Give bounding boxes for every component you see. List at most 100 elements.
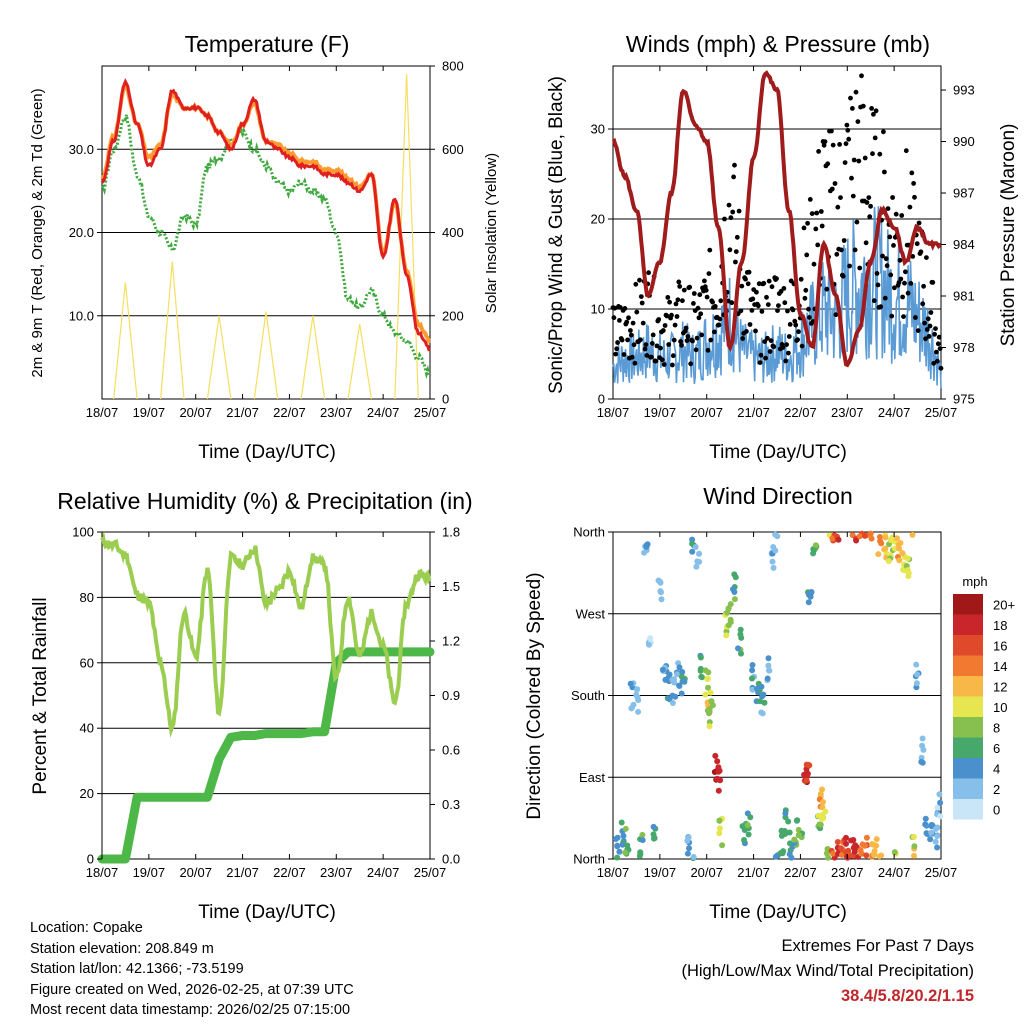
gust-point xyxy=(674,314,680,319)
direction-point xyxy=(810,550,817,557)
gust-point xyxy=(740,336,746,341)
gust-point xyxy=(833,312,839,318)
gust-point xyxy=(632,360,638,366)
location-text: Location: Copake xyxy=(30,920,143,936)
humidity-y2tick-label: 1.5 xyxy=(442,579,460,594)
gust-point xyxy=(634,309,640,315)
gust-point xyxy=(872,135,878,141)
gust-point xyxy=(631,342,637,348)
colorbar-swatch xyxy=(953,696,983,717)
temperature-ytick-label: 20.0 xyxy=(69,225,94,240)
gust-point xyxy=(908,281,914,286)
humidity-xtick-label: 18/07 xyxy=(86,865,119,880)
gust-point xyxy=(854,219,860,225)
solar-insolation-spike xyxy=(206,315,232,400)
direction-point xyxy=(681,678,688,685)
gust-point xyxy=(887,234,893,240)
gust-point xyxy=(928,310,934,315)
gust-point xyxy=(781,286,787,291)
direction-point xyxy=(820,799,826,805)
gust-point xyxy=(848,95,853,101)
gust-point xyxy=(851,157,857,163)
gust-point xyxy=(670,362,675,368)
direction-point xyxy=(614,843,621,850)
gust-point xyxy=(866,195,872,201)
pressure-line xyxy=(611,70,942,368)
direction-point xyxy=(697,667,704,674)
direction-point xyxy=(706,723,713,730)
winds-xtick-label: 20/07 xyxy=(690,405,723,420)
gust-point xyxy=(864,200,870,205)
gust-point xyxy=(649,341,655,346)
colorbar-swatch xyxy=(953,635,983,656)
gust-point xyxy=(898,276,904,282)
gust-point xyxy=(793,322,799,328)
gust-point xyxy=(757,360,763,365)
direction-point xyxy=(876,853,883,860)
gust-point xyxy=(743,276,748,282)
gust-point xyxy=(675,297,681,303)
direction-point xyxy=(934,844,941,851)
direction-point xyxy=(900,566,907,573)
gust-point xyxy=(662,323,668,328)
gust-point xyxy=(860,103,866,109)
temp-9m-line xyxy=(100,81,431,344)
gust-point xyxy=(891,243,896,248)
gust-point xyxy=(759,309,765,314)
direction-point xyxy=(634,686,641,693)
colorbar-label: 14 xyxy=(993,659,1007,674)
rh-line xyxy=(100,531,432,738)
winds-xlabel: Time (Day/UTC) xyxy=(709,442,847,463)
gust-point xyxy=(877,151,883,157)
gust-point xyxy=(776,303,781,308)
colorbar-label: 6 xyxy=(993,741,1000,756)
gust-point xyxy=(694,335,700,341)
direction-point xyxy=(747,814,754,821)
temperature-y2tick-label: 200 xyxy=(442,308,464,323)
gust-point xyxy=(622,306,628,311)
gust-point xyxy=(930,280,936,285)
extremes-values: 38.4/5.8/20.2/1.15 xyxy=(840,987,974,1005)
winds-xtick-label: 18/07 xyxy=(597,405,630,420)
gust-point xyxy=(732,162,737,168)
gust-point xyxy=(893,211,899,217)
direction-point xyxy=(857,847,864,853)
gust-point xyxy=(914,241,920,247)
direction-point xyxy=(745,831,752,838)
gust-point xyxy=(804,252,810,258)
gust-point xyxy=(639,300,645,306)
temperature-xtick-label: 25/07 xyxy=(414,405,447,420)
gust-point xyxy=(746,269,752,275)
direction-title: Wind Direction xyxy=(703,483,853,509)
gust-point xyxy=(747,322,753,327)
gust-point xyxy=(761,280,767,286)
solar-insolation-spike xyxy=(160,261,185,400)
gust-point xyxy=(739,283,745,289)
temperature-panel: Temperature (F) 10.0 20.0 30.0 0 200 400 600 80… xyxy=(29,31,500,463)
direction-point xyxy=(717,777,724,784)
gust-point xyxy=(677,284,683,289)
gust-point xyxy=(819,223,825,229)
direction-point xyxy=(904,555,911,562)
direction-point xyxy=(829,535,836,542)
direction-xtick-label: 21/07 xyxy=(737,865,770,880)
gust-point xyxy=(637,277,642,283)
gust-point xyxy=(673,301,679,307)
direction-xtick-label: 19/07 xyxy=(644,865,677,880)
direction-point xyxy=(779,850,786,857)
direction-point xyxy=(678,673,685,680)
gust-point xyxy=(841,238,847,243)
gust-point xyxy=(918,249,924,255)
gust-point xyxy=(753,328,758,334)
gust-point xyxy=(920,301,926,307)
gust-point xyxy=(934,349,939,355)
gust-point xyxy=(903,148,909,154)
gust-point xyxy=(792,318,798,324)
direction-point xyxy=(928,829,935,836)
gust-point xyxy=(890,195,895,200)
gust-point xyxy=(818,209,824,214)
direction-point xyxy=(657,579,664,586)
gust-point xyxy=(873,108,879,114)
direction-point xyxy=(772,547,779,554)
gust-point xyxy=(716,322,722,328)
